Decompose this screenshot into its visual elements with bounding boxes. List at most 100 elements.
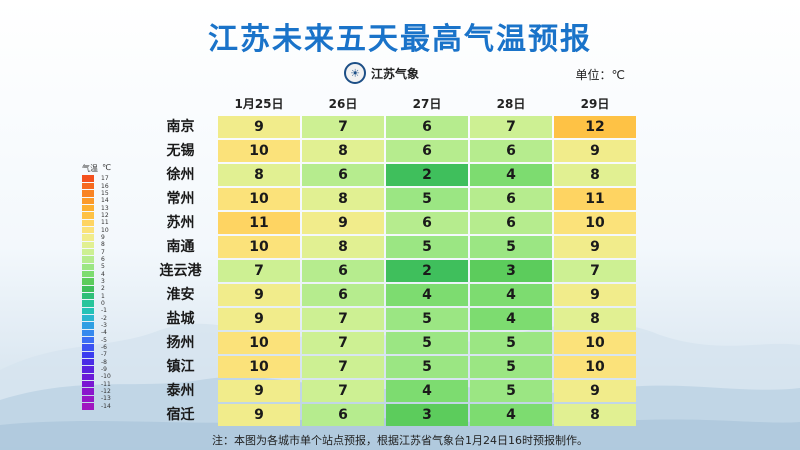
legend-tick-label: -12 [101,388,111,396]
legend-entry: 8 [82,241,122,248]
city-label: 宿迁 [166,407,195,423]
legend-swatch [82,212,94,219]
temperature-cell: 9 [554,284,636,306]
legend-swatch [82,270,94,278]
legend-tick-label: 16 [101,182,109,190]
legend-tick-label: 8 [101,241,105,249]
table-row: 盐城 9 7 5 4 8 [143,308,638,330]
legend-entry: -2 [82,315,122,322]
table-row: 苏州 11 9 6 6 10 [143,212,638,234]
legend-swatch [82,315,94,322]
forecast-table: 1月25日 26日 27日 28日 29日 南京 9 7 6 7 12 无锡 10 8 6 6 9 徐州… [143,94,638,428]
temperature-cell: 7 [470,116,552,138]
table-row: 扬州 10 7 5 5 10 [143,332,638,354]
city-label: 连云港 [159,263,202,279]
city-label: 镇江 [166,359,195,375]
legend-swatch [82,234,94,241]
legend-tick-label: 11 [101,219,109,227]
temperature-cell: 5 [470,332,552,354]
temperature-cell: 4 [470,404,552,426]
temperature-cell: 4 [386,380,468,402]
temperature-cell: 9 [218,116,300,138]
city-label: 淮安 [166,287,195,303]
temperature-cell: 3 [386,404,468,426]
legend-swatch [82,344,94,351]
legend-entry: 11 [82,219,122,226]
temperature-cell: 6 [470,188,552,210]
city-label: 南通 [166,239,195,255]
legend-swatch [82,359,94,366]
legend-tick-label: 17 [101,175,109,183]
temperature-cell: 10 [554,212,636,234]
legend-entry: 12 [82,212,122,219]
legend-entry: 13 [82,204,122,212]
legend-entry: 7 [82,248,122,256]
legend-tick-label: 0 [101,300,105,308]
table-row: 无锡 10 8 6 6 9 [143,140,638,162]
temperature-cell: 11 [554,188,636,210]
temperature-cell: 10 [218,332,300,354]
temperature-cell: 9 [554,236,636,258]
city-label: 徐州 [166,167,195,183]
temperature-cell: 7 [302,380,384,402]
legend-entry: 0 [82,300,122,307]
city-label: 常州 [166,191,195,207]
legend-tick-label: 5 [101,263,105,271]
temperature-cell: 6 [386,116,468,138]
temperature-cell: 10 [554,356,636,378]
table-row: 宿迁 9 6 3 4 8 [143,404,638,426]
legend-tick-label: 4 [101,270,105,278]
legend-tick-label: -2 [101,314,107,322]
legend-tick-label: 3 [101,277,105,285]
city-label: 南京 [166,119,195,135]
column-header: 28日 [496,97,526,111]
temperature-cell: 6 [302,404,384,426]
temperature-cell: 5 [386,356,468,378]
temperature-cell: 7 [302,332,384,354]
color-legend: 气温 ℃ 17 16 15 14 13 12 11 10 9 8 7 6 5 4 3 2 1 0 -1 -2 -3 -4-… [82,163,122,410]
temperature-cell: 5 [470,380,552,402]
legend-swatch [82,256,94,263]
table-row: 泰州 9 7 4 5 9 [143,380,638,402]
temperature-cell: 8 [302,140,384,162]
legend-swatch [82,241,94,248]
legend-swatch [82,226,94,234]
legend-swatch [82,182,94,190]
legend-entry: 1 [82,293,122,300]
column-header: 27日 [412,97,442,111]
temperature-cell: 5 [386,188,468,210]
legend-entry: -4 [82,329,122,336]
legend-entry: 14 [82,197,122,204]
temperature-cell: 9 [218,308,300,330]
temperature-cell: 6 [302,164,384,186]
legend-swatch [82,307,94,315]
legend-entry: 6 [82,256,122,263]
temperature-cell: 10 [218,188,300,210]
legend-tick-label: 7 [101,248,105,256]
legend-tick-label: -5 [101,336,107,344]
table-row: 南通 10 8 5 5 9 [143,236,638,258]
temperature-cell: 10 [218,140,300,162]
temperature-cell: 9 [218,284,300,306]
legend-swatch [82,329,94,337]
legend-tick-label: 10 [101,226,109,234]
temperature-cell: 9 [218,380,300,402]
unit-label: 单位：℃ [575,68,625,82]
temperature-cell: 7 [302,356,384,378]
legend-entry: -3 [82,322,122,329]
legend-tick-label: 12 [101,211,109,219]
legend-swatch [82,373,94,381]
legend-entry: 10 [82,226,122,234]
page-title: 江苏未来五天最高气温预报 [208,22,592,57]
legend-tick-label: -4 [101,329,107,337]
temperature-cell: 7 [302,116,384,138]
city-label: 无锡 [166,143,195,159]
legend-entry: 16 [82,182,122,190]
legend-entry: -1 [82,307,122,314]
legend-tick-label: -11 [101,380,111,388]
legend-entry: 9 [82,234,122,241]
weather-bureau-emblem-icon: ☀ [344,62,366,84]
table-header-row: 1月25日 26日 27日 28日 29日 [143,94,638,114]
legend-entry: -5 [82,337,122,344]
legend-swatch [82,204,94,212]
